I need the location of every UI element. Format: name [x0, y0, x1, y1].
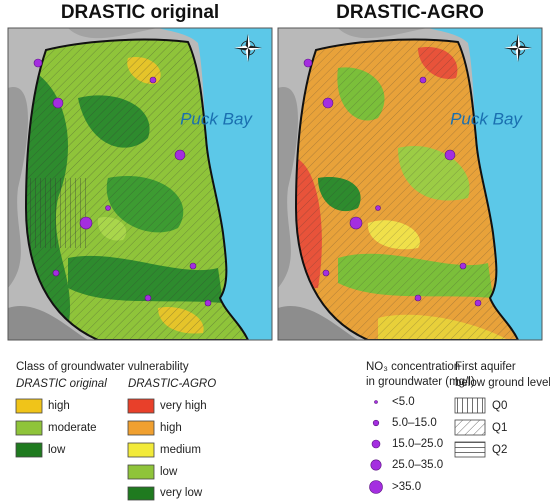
legend-swatch	[127, 398, 155, 414]
legend-dot	[374, 400, 378, 404]
legend-subtitle: DRASTIC-AGRO	[128, 378, 216, 390]
legend-dot	[369, 480, 383, 494]
map-label: Puck Bay	[450, 109, 523, 128]
legend-swatch	[454, 419, 486, 436]
legend-swatch	[127, 486, 155, 501]
legend-dot	[370, 459, 382, 471]
legend-label: 5.0–15.0	[392, 417, 437, 429]
legend-swatch	[454, 441, 486, 458]
legend-label: low	[160, 466, 178, 478]
legend-label: very low	[160, 487, 203, 499]
legend-dot	[372, 419, 380, 427]
legend-label: very high	[160, 400, 207, 412]
legend-label: 15.0–25.0	[392, 438, 443, 450]
legend-swatch	[127, 420, 155, 436]
legend-label: moderate	[48, 422, 97, 434]
legend-label: >35.0	[392, 481, 421, 493]
legend-label: high	[48, 400, 70, 412]
legend-title: below ground level	[455, 377, 550, 389]
legend-title: in groundwater (mg/l)	[366, 376, 475, 388]
legend-label: medium	[160, 444, 201, 456]
legend-swatch	[454, 397, 486, 414]
panel-frame	[7, 27, 273, 341]
legend-dot	[371, 439, 381, 449]
legend-title: NO₃ concentration	[366, 361, 460, 373]
legend-label: high	[160, 422, 182, 434]
legend-label: Q0	[492, 400, 507, 412]
legend-swatch	[15, 398, 43, 414]
legend-swatch	[15, 420, 43, 436]
legend-swatch	[127, 442, 155, 458]
map-title: DRASTIC original	[61, 2, 219, 23]
panel-frame	[277, 27, 543, 341]
legend-label: 25.0–35.0	[392, 459, 443, 471]
legend-swatch	[15, 442, 43, 458]
legend-title: Class of groundwater vulnerability	[16, 361, 189, 373]
legend-label: Q1	[492, 422, 507, 434]
legend-label: Q2	[492, 444, 507, 456]
legend-title: First aquifer	[455, 361, 516, 373]
legend-label: <5.0	[392, 396, 415, 408]
legend-swatch	[127, 464, 155, 480]
map-title: DRASTIC-AGRO	[336, 2, 484, 23]
legend-subtitle: DRASTIC original	[16, 378, 107, 390]
map-panel: Puck Bay	[278, 28, 542, 340]
map-label: Puck Bay	[180, 109, 253, 128]
legend-label: low	[48, 444, 66, 456]
map-panel: Puck Bay	[8, 28, 272, 340]
